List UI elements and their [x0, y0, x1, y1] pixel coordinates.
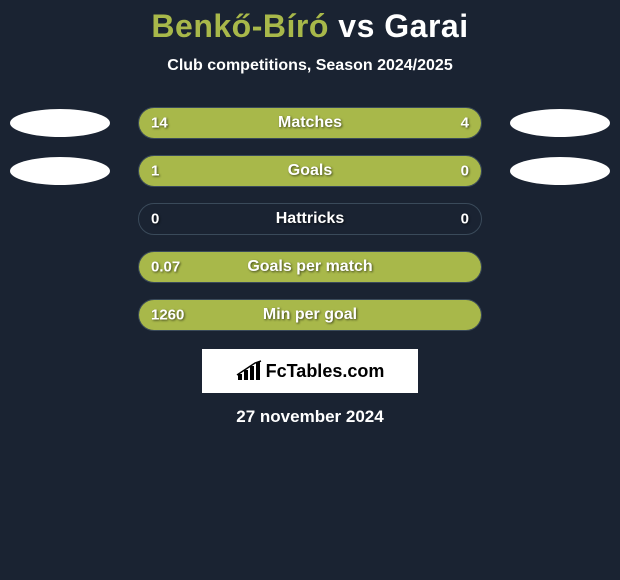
stat-label: Min per goal	[139, 306, 481, 324]
stat-bar: 0.07Goals per match	[138, 251, 482, 283]
stats-rows: 14Matches41Goals00Hattricks00.07Goals pe…	[0, 105, 620, 333]
stat-bar: 0Hattricks0	[138, 203, 482, 235]
stat-right-value: 0	[461, 163, 469, 180]
player-left-badge	[10, 157, 110, 185]
stat-label: Goals	[139, 162, 481, 180]
stat-label: Hattricks	[139, 210, 481, 228]
stat-label: Matches	[139, 114, 481, 132]
stat-label: Goals per match	[139, 258, 481, 276]
stat-row: 14Matches4	[0, 105, 620, 141]
stat-row: 1260Min per goal	[0, 297, 620, 333]
stat-right-value: 0	[461, 211, 469, 228]
player-right-badge	[510, 157, 610, 185]
stat-bar: 14Matches4	[138, 107, 482, 139]
player-left-badge	[10, 109, 110, 137]
stat-row: 0Hattricks0	[0, 201, 620, 237]
stat-bar: 1Goals0	[138, 155, 482, 187]
logo-text: FcTables.com	[266, 361, 385, 382]
stat-row: 1Goals0	[0, 153, 620, 189]
player-right-badge	[510, 109, 610, 137]
player-right-name: Garai	[384, 8, 468, 44]
stat-right-value: 4	[461, 115, 469, 132]
subtitle: Club competitions, Season 2024/2025	[0, 57, 620, 75]
logo-box[interactable]: FcTables.com	[202, 349, 418, 393]
player-left-name: Benkő-Bíró	[151, 8, 328, 44]
date-label: 27 november 2024	[0, 407, 620, 427]
comparison-widget: Benkő-Bíró vs Garai Club competitions, S…	[0, 0, 620, 427]
stat-bar: 1260Min per goal	[138, 299, 482, 331]
title-vs: vs	[329, 8, 384, 44]
bar-chart-icon	[236, 360, 262, 382]
stat-row: 0.07Goals per match	[0, 249, 620, 285]
page-title: Benkő-Bíró vs Garai	[0, 8, 620, 45]
